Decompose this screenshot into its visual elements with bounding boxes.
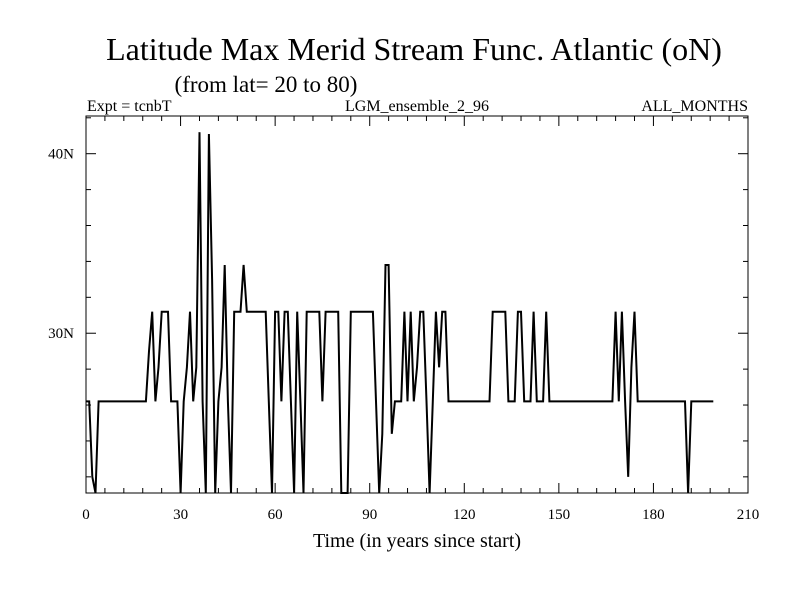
plot-frame [85, 115, 749, 494]
x-axis-label: Time (in years since start) [313, 530, 521, 552]
chart-title: Latitude Max Merid Stream Func. Atlantic… [106, 31, 722, 67]
header-center: LGM_ensemble_2_96 [345, 98, 489, 115]
x-tick-label: 180 [642, 507, 665, 523]
axis-ticks [85, 116, 749, 493]
x-tick-label: 210 [737, 507, 760, 523]
x-tick-label: 30 [173, 507, 188, 523]
x-tick-label: 150 [548, 507, 571, 523]
x-tick-label: 60 [268, 507, 283, 523]
axis-tick-labels: 0 30 60 90 120 150 180 210 30N 40N [48, 147, 759, 523]
x-tick-label: 120 [453, 507, 476, 523]
chart-subtitle: (from lat= 20 to 80) [175, 72, 358, 97]
header-right: ALL_MONTHS [641, 98, 748, 115]
y-tick-label: 40N [48, 147, 74, 163]
x-tick-label: 0 [82, 507, 90, 523]
y-tick-label: 30N [48, 326, 74, 342]
series-line [86, 132, 714, 494]
x-tick-label: 90 [362, 507, 377, 523]
header-left: Expt = tcnbT [87, 98, 172, 115]
